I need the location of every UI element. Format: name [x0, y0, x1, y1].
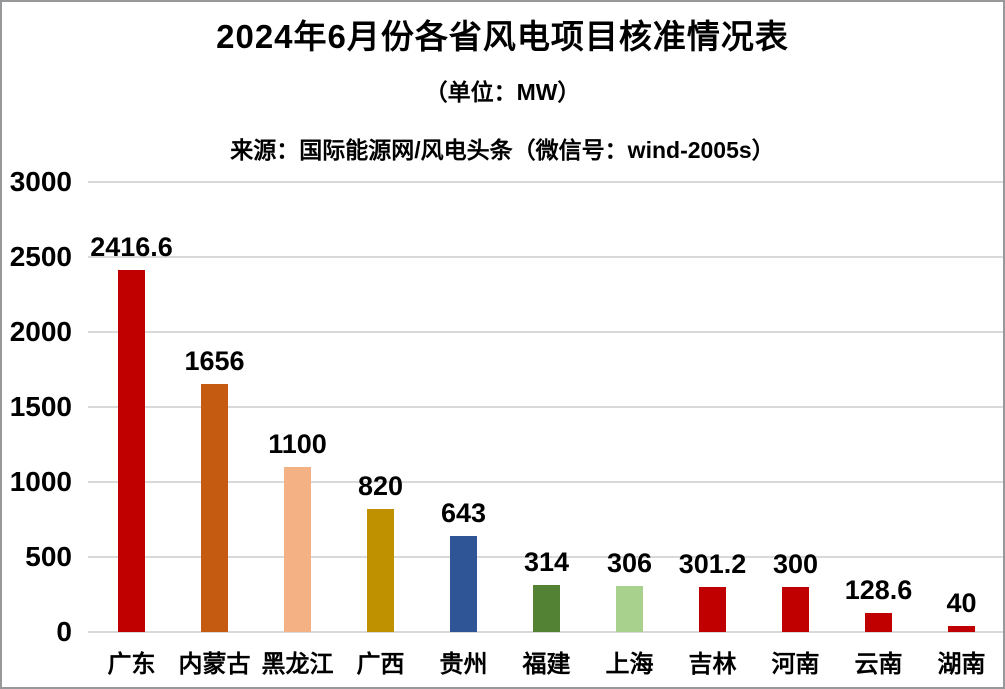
- gridline: [88, 556, 1003, 558]
- bar-value-label: 820: [357, 471, 404, 501]
- bar-value-label: 128.6: [844, 574, 913, 605]
- chart-title: 2024年6月份各省风电项目核准情况表: [216, 18, 789, 55]
- x-axis-label: 上海: [605, 651, 654, 678]
- bar-value-label: 643: [440, 497, 487, 528]
- x-axis-label: 贵州: [439, 651, 488, 678]
- bar-5: [450, 535, 477, 632]
- bar-value-label: 314: [523, 546, 570, 577]
- x-axis-label: 广东: [107, 651, 156, 678]
- x-axis-label: 黑龙江: [261, 651, 334, 678]
- x-axis-label: 河南: [771, 651, 820, 678]
- x-axis-label: 吉林: [688, 651, 737, 678]
- bar-4: [367, 509, 394, 632]
- y-axis-tick-label: 500: [25, 541, 72, 572]
- bar-value-label: 306: [606, 548, 653, 579]
- chart-source-label: 来源：国际能源网/风电头条（微信号：wind-2005s）: [230, 137, 775, 163]
- bar-1: [118, 269, 145, 632]
- x-axis-label: 湖南: [937, 651, 986, 678]
- x-axis-label: 广西: [356, 651, 405, 678]
- y-axis-tick-label: 1500: [9, 391, 72, 422]
- gridline: [88, 631, 1003, 633]
- gridline: [88, 331, 1003, 333]
- bar-value-label: 1656: [184, 345, 245, 376]
- bar-8: [699, 586, 726, 632]
- bar-value-label: 2416.6: [90, 231, 173, 262]
- bar-10: [865, 612, 892, 632]
- bar-2: [201, 383, 228, 632]
- y-axis-tick-label: 2500: [9, 241, 72, 272]
- bar-value-label: 300: [772, 549, 819, 579]
- gridline: [88, 256, 1003, 258]
- chart-unit-label: （单位：MW）: [424, 79, 581, 105]
- y-axis-tick-label: 0: [56, 616, 72, 647]
- x-axis-label: 内蒙古: [178, 651, 251, 678]
- bar-3: [284, 467, 311, 632]
- y-axis-tick-label: 3000: [9, 166, 72, 197]
- x-axis-label: 福建: [522, 651, 571, 678]
- y-axis-tick-label: 2000: [9, 316, 72, 347]
- gridline: [88, 406, 1003, 408]
- bar-value-label: 301.2: [678, 548, 747, 579]
- bar-value-label: 40: [946, 588, 977, 618]
- bar-11: [948, 626, 975, 632]
- bar-7: [616, 586, 643, 632]
- gridline: [88, 181, 1003, 183]
- x-axis-label: 云南: [854, 651, 903, 678]
- bar-6: [533, 584, 560, 632]
- bar-value-label: 1100: [268, 429, 327, 459]
- gridline: [88, 481, 1003, 483]
- y-axis-tick-label: 1000: [9, 466, 72, 497]
- bar-9: [782, 587, 809, 632]
